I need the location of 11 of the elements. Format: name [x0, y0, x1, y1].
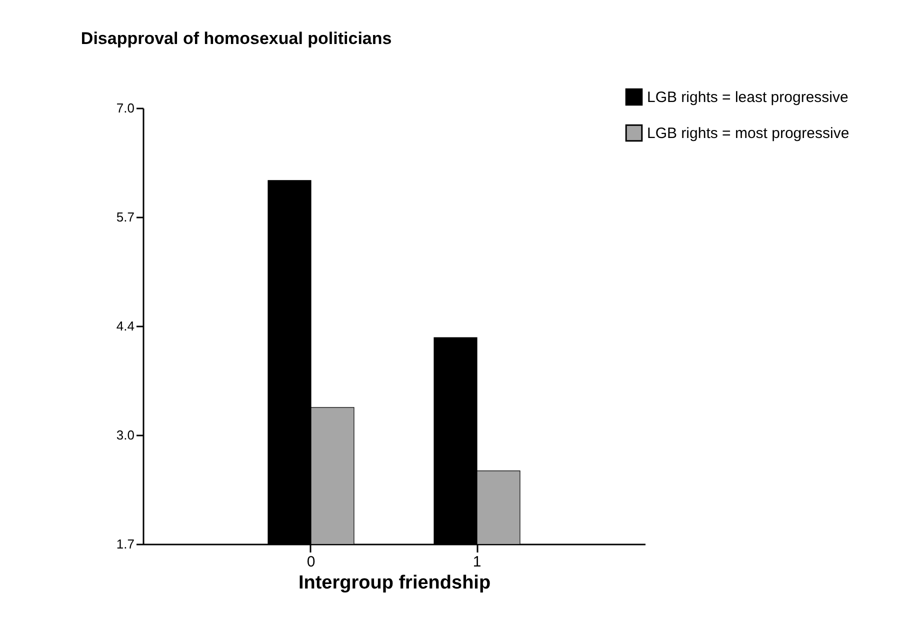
y-tick-label: 5.7 [116, 210, 134, 224]
legend-label: LGB rights = least progressive [647, 89, 848, 106]
legend-label: LGB rights = most progressive [647, 125, 850, 142]
x-tick-label: 0 [306, 554, 316, 570]
x-axis-title: Intergroup friendship [298, 572, 491, 594]
y-tick-label: 7.0 [116, 100, 134, 116]
chart-title: Disapproval of homosexual politicians [80, 29, 392, 48]
y-tick-label: 4.4 [116, 318, 134, 334]
y-tick-label: 1.7 [116, 536, 134, 552]
x-tick-label: 1 [472, 554, 482, 570]
y-tick-label: 3.0 [116, 428, 134, 442]
